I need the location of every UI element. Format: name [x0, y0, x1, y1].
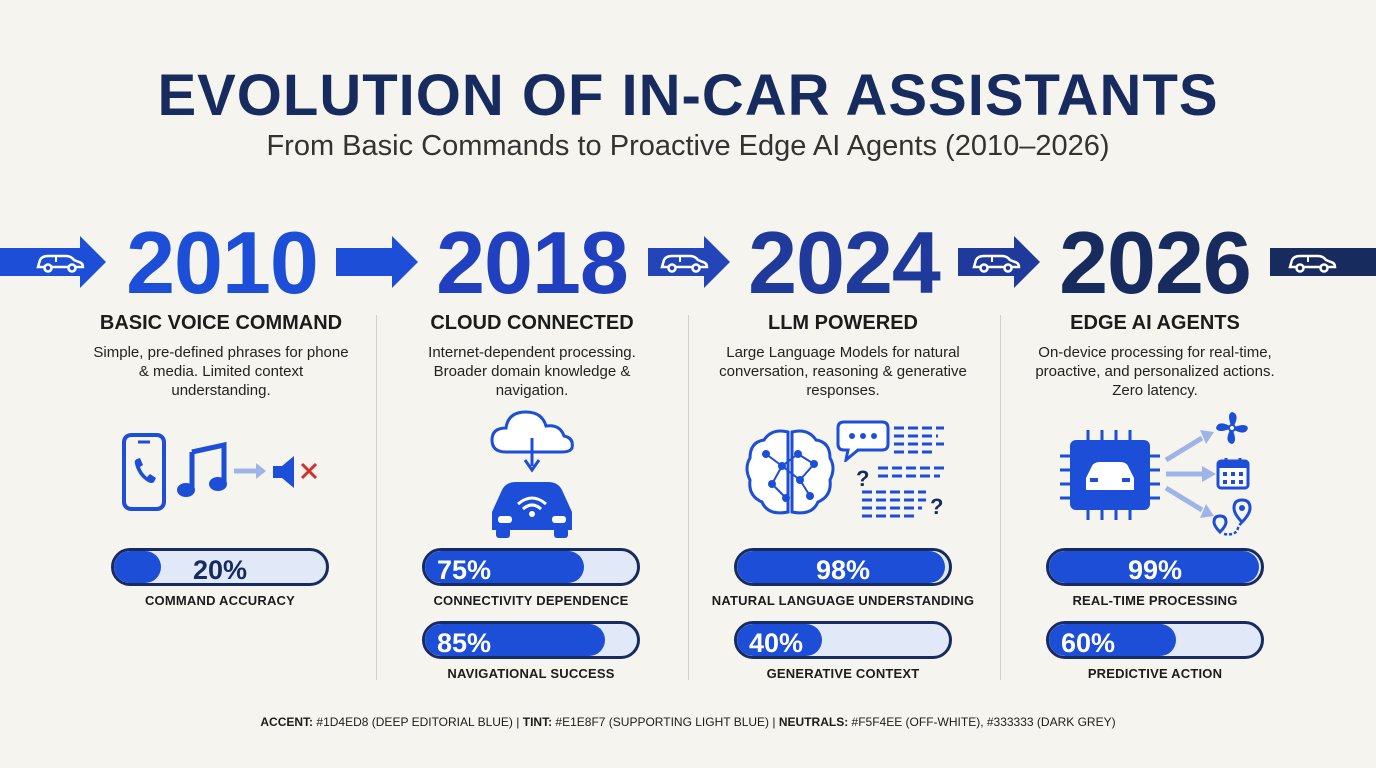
- progress-bar-fill: [737, 624, 822, 656]
- chip-car-icon: [1060, 430, 1160, 520]
- svg-text:?: ?: [930, 494, 943, 519]
- metric-label: CONNECTIVITY DEPENDENCE: [433, 593, 629, 608]
- progress-value: 75%: [437, 555, 492, 585]
- progress-value: 85%: [437, 628, 492, 658]
- separator: |: [516, 715, 520, 729]
- progress-bar: 75%: [422, 548, 640, 586]
- map-route-icon: [1212, 498, 1252, 536]
- metric-label: REAL-TIME PROCESSING: [1072, 593, 1238, 608]
- car-icon: [660, 254, 709, 273]
- progress-bar-fill: [425, 551, 584, 583]
- column-divider: [688, 315, 689, 680]
- music-note-icon: [177, 442, 227, 497]
- year-2024: 2024: [748, 213, 941, 312]
- progress-bar-fill: [737, 551, 945, 583]
- connected-car-icon: [492, 482, 572, 538]
- arrow-icon: [1164, 430, 1216, 518]
- era-title: EDGE AI AGENTS: [1070, 312, 1240, 334]
- era-description: Simple, pre-defined phrases for phone & …: [93, 344, 349, 399]
- metric-label: NATURAL LANGUAGE UNDERSTANDING: [711, 593, 975, 608]
- progress-value: 40%: [749, 628, 804, 658]
- metric-label: PREDICTIVE ACTION: [1087, 666, 1223, 681]
- svg-text:?: ?: [856, 466, 869, 491]
- color-legend: ACCENT: #1D4ED8 (DEEP EDITORIAL BLUE) | …: [0, 715, 1376, 729]
- neutrals-label: NEUTRALS:: [778, 715, 849, 729]
- speaker-muted-icon: [273, 456, 318, 488]
- year-2018: 2018: [436, 213, 629, 312]
- progress-bar: 40%: [734, 621, 952, 659]
- era-title: BASIC VOICE COMMAND: [99, 312, 343, 334]
- year-2026: 2026: [1059, 213, 1252, 312]
- neutrals-value: #F5F4EE (OFF-WHITE), #333333 (DARK GREY): [851, 715, 1116, 729]
- arrow-icon: [234, 463, 266, 479]
- column-divider: [376, 315, 377, 680]
- timeline-arrow: [392, 236, 418, 288]
- era-description: Large Language Models for natural conver…: [719, 344, 967, 399]
- page-subtitle: From Basic Commands to Proactive Edge AI…: [266, 130, 1110, 162]
- timeline-arrow: [704, 236, 730, 288]
- accent-value: #1D4ED8 (DEEP EDITORIAL BLUE): [316, 715, 513, 729]
- metric-label: GENERATIVE CONTEXT: [766, 666, 920, 681]
- era-description: On-device processing for real-time, proa…: [1035, 344, 1275, 399]
- progress-bar: 98%: [734, 548, 952, 586]
- progress-bar: 99%: [1046, 548, 1264, 586]
- metric-label: NAVIGATIONAL SUCCESS: [447, 666, 615, 681]
- era-description: Internet-dependent processing. Broader d…: [428, 344, 636, 399]
- progress-bar-fill: [114, 551, 161, 583]
- calendar-icon: [1216, 458, 1250, 490]
- progress-bar: 20%: [111, 548, 329, 586]
- progress-bar: 60%: [1046, 621, 1264, 659]
- timeline-segment: [336, 248, 392, 276]
- car-icon: [1288, 254, 1337, 273]
- timeline-arrow: [1014, 236, 1040, 288]
- era-title: CLOUD CONNECTED: [430, 312, 634, 334]
- year-2010: 2010: [126, 213, 319, 312]
- progress-value: 99%: [1127, 555, 1183, 585]
- car-icon: [972, 254, 1021, 273]
- neural-brain-icon: [745, 429, 835, 515]
- accent-label: ACCENT:: [260, 715, 314, 729]
- era-title: LLM POWERED: [768, 312, 918, 334]
- text-lines-icon: ? ?: [856, 426, 944, 519]
- progress-bar-fill: [1049, 624, 1177, 656]
- chat-bubble-icon: [836, 420, 890, 462]
- progress-value: 98%: [815, 555, 871, 585]
- column-divider: [1000, 315, 1001, 680]
- progress-value: 60%: [1061, 628, 1116, 658]
- page-title: EVOLUTION OF IN-CAR ASSISTANTS: [157, 63, 1219, 128]
- separator: |: [772, 715, 776, 729]
- progress-bar-fill: [1049, 551, 1259, 583]
- progress-value: 20%: [192, 555, 248, 585]
- smartphone-icon: [122, 433, 166, 511]
- timeline-arrow: [80, 236, 106, 288]
- car-icon: [36, 254, 85, 273]
- progress-bar: 85%: [422, 621, 640, 659]
- tint-label: TINT:: [522, 715, 553, 729]
- tint-value: #E1E8F7 (SUPPORTING LIGHT BLUE): [555, 715, 770, 729]
- cloud-icon: [490, 410, 574, 473]
- progress-bar-fill: [425, 624, 606, 656]
- fan-icon: [1216, 412, 1248, 444]
- metric-label: COMMAND ACCURACY: [144, 593, 296, 608]
